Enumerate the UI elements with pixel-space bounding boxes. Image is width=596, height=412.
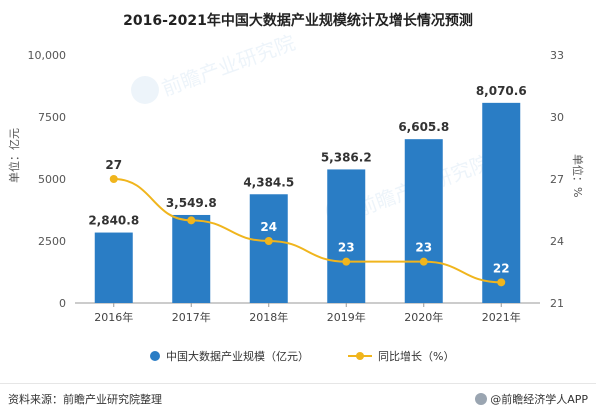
growth-value-label: 27 [105,158,122,172]
y-right-tick-label: 21 [550,297,564,310]
legend-line-marker [348,351,372,361]
growth-point [342,257,351,266]
y-right-tick-label: 27 [550,173,564,186]
x-tick-label: 2020年 [404,310,443,324]
legend-item-bar: 中国大数据产业规模（亿元） [150,348,309,364]
growth-point [264,237,273,245]
x-tick-label: 2019年 [327,310,366,324]
brand-text: @前瞻经济学人APP [490,393,588,406]
y-left-tick-label: 2500 [38,235,66,248]
x-tick-label: 2016年 [94,310,133,324]
growth-line [113,178,502,284]
y-left-tick-label: 5000 [38,173,66,186]
growth-point [419,257,428,266]
footer: 资料来源：前瞻产业研究院整理 @前瞻经济学人APP [0,383,596,412]
growth-value-label: 22 [493,261,510,275]
chart-canvas: 前瞻产业研究院 前瞻产业研究院 025005000750010,00021242… [28,30,565,324]
bar [327,169,366,303]
bar [94,232,133,303]
legend-bar-label: 中国大数据产业规模（亿元） [166,350,309,363]
chart-title: 2016-2021年中国大数据产业规模统计及增长情况预测 [123,13,473,29]
legend-bar-marker [150,351,160,361]
bar-value-label: 6,605.8 [398,120,449,134]
y-right-tick-label: 24 [550,235,564,248]
watermark-logo-icon [131,76,159,104]
bar [482,102,521,303]
watermark-text: 前瞻产业研究院 [159,30,299,100]
y-right-tick-label: 33 [550,49,564,62]
source-note: 资料来源：前瞻产业研究院整理 [8,393,162,406]
growth-value-label: 23 [338,241,355,255]
legend-item-line: 同比增长（%） [348,348,454,364]
x-tick-label: 2021年 [482,310,521,324]
y-left-tick-label: 10,000 [28,49,67,62]
brand-logo-icon [475,393,488,405]
bar-value-label: 2,840.8 [88,214,139,228]
growth-value-label: 24 [260,220,277,234]
x-tick-label: 2017年 [172,310,211,324]
legend: 中国大数据产业规模（亿元） 同比增长（%） [0,346,596,366]
bar [249,194,288,303]
bar-value-label: 3,549.8 [166,196,217,210]
y-right-tick-label: 30 [550,111,564,124]
bar-value-label: 4,384.5 [243,175,294,189]
bar-value-label: 5,386.2 [321,150,372,164]
growth-value-label: 23 [415,241,432,255]
y-left-tick-label: 0 [59,297,66,310]
x-tick-label: 2018年 [249,310,288,324]
growth-point [187,216,196,225]
growth-point [109,175,118,183]
bar [404,139,443,303]
y-left-tick-label: 7500 [38,111,66,124]
growth-point [497,278,506,287]
bar [172,214,211,303]
bar-value-label: 8,070.6 [476,84,527,98]
legend-line-label: 同比增长（%） [378,350,455,363]
brand-credit: @前瞻经济学人APP [475,391,588,407]
